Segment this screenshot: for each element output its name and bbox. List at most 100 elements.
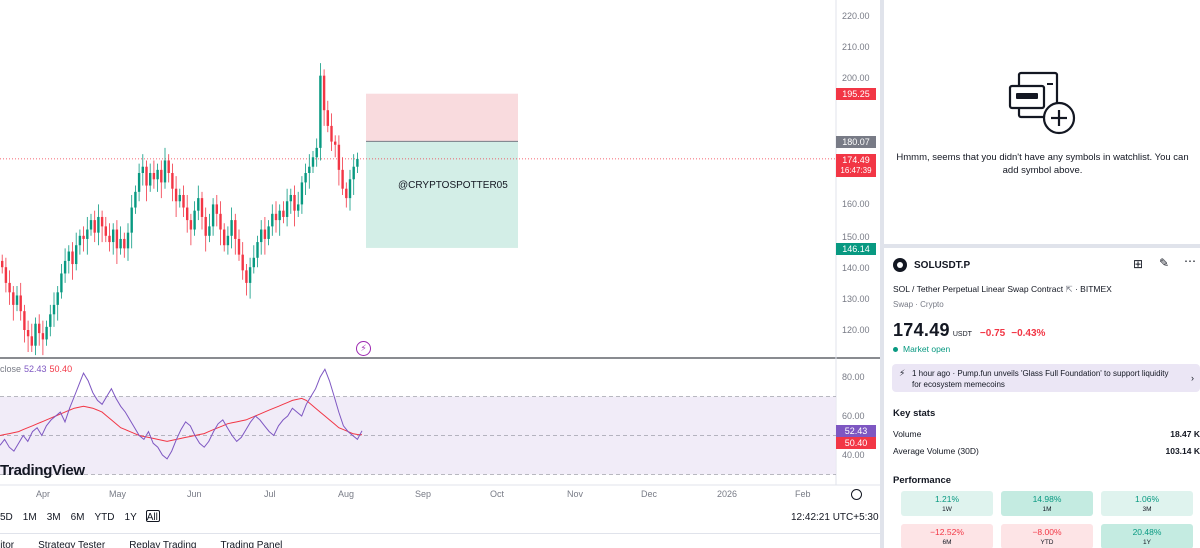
- candle-body: [34, 323, 37, 346]
- candle-body: [49, 314, 52, 327]
- candle-body: [226, 235, 230, 246]
- chart-area[interactable]: 220.00 210.00 200.00 160.00 140.00 130.0…: [0, 0, 880, 548]
- perf-value: 14.98%: [1032, 494, 1062, 504]
- perf-cell-1w[interactable]: 1.21% 1W: [901, 491, 993, 516]
- candle-body: [123, 238, 126, 249]
- perf-value: 20.48%: [1132, 527, 1162, 537]
- price-chart[interactable]: [0, 0, 880, 548]
- range-1y[interactable]: 1Y: [124, 512, 137, 523]
- indicator-label: close: [0, 364, 22, 374]
- lightning-icon[interactable]: ⚡: [356, 341, 371, 356]
- range-selector[interactable]: 5D 1M 3M 6M YTD 1Y All: [0, 512, 168, 526]
- range-1m[interactable]: 1M: [22, 512, 37, 523]
- candle-body: [19, 295, 22, 312]
- candle-body: [241, 254, 244, 271]
- perf-label: 6M: [942, 539, 952, 546]
- candle-body: [97, 216, 100, 233]
- perf-value: −8.00%: [1032, 527, 1062, 537]
- tab-strategy-tester[interactable]: Strategy Tester: [38, 540, 106, 548]
- perf-label: 1W: [942, 506, 952, 513]
- candle-body: [145, 166, 148, 186]
- y-axis-label: 140.00: [842, 263, 870, 273]
- range-5d[interactable]: 5D: [0, 512, 13, 523]
- candle-body: [108, 235, 111, 243]
- target-price-tag: 195.25: [836, 88, 876, 100]
- candle-body: [38, 323, 41, 334]
- candle-body: [78, 235, 82, 246]
- candle-body: [1, 260, 4, 268]
- symbol-name[interactable]: SOLUSDT.P: [914, 259, 971, 271]
- candle-body: [60, 273, 63, 293]
- candle-body: [252, 257, 255, 268]
- divider: [0, 533, 880, 534]
- y-axis-label: 150.00: [842, 232, 870, 242]
- external-link-icon[interactable]: ⇱: [1065, 284, 1073, 294]
- candle-body: [330, 125, 333, 142]
- rsi-ma-line: [0, 397, 363, 442]
- candle-body: [174, 188, 178, 202]
- symbol-description: SOL / Tether Perpetual Linear Swap Contr…: [893, 284, 1200, 295]
- candle-body: [219, 213, 222, 230]
- perf-label: 1M: [1042, 506, 1052, 513]
- candle-body: [86, 229, 89, 239]
- candle-body: [348, 179, 352, 199]
- news-text[interactable]: 1 hour ago · Pump.fun unveils 'Glass Ful…: [912, 369, 1169, 389]
- x-axis-label: 2026: [717, 489, 738, 499]
- candle-body: [149, 173, 152, 186]
- tab-trading-panel[interactable]: Trading Panel: [220, 540, 283, 548]
- range-ytd[interactable]: YTD: [94, 512, 115, 523]
- x-axis-label: Oct: [490, 489, 505, 499]
- indicator-legend: close 52.43 50.40: [0, 364, 72, 374]
- candle-body: [137, 173, 141, 192]
- perf-value: 1.06%: [1134, 494, 1160, 504]
- stat-row-volume: Volume 18.47 K: [893, 429, 1200, 439]
- lightning-icon: ⚡: [899, 368, 906, 378]
- candle-body: [263, 229, 267, 239]
- edit-icon[interactable]: ✎: [1159, 256, 1170, 270]
- perf-cell-3m[interactable]: 1.06% 3M: [1101, 491, 1193, 516]
- tradingview-logo: TradingView: [0, 462, 85, 479]
- candle-body: [322, 75, 326, 111]
- chevron-right-icon[interactable]: ›: [1191, 373, 1194, 383]
- candle-body: [260, 229, 263, 243]
- news-banner[interactable]: ⚡ 1 hour ago · Pump.fun unveils 'Glass F…: [892, 364, 1200, 392]
- candle-body: [104, 226, 107, 236]
- perf-cell-6m[interactable]: −12.52% 6M: [901, 524, 993, 548]
- candle-body: [211, 204, 215, 227]
- y-axis-label: 200.00: [842, 73, 870, 83]
- candle-body: [178, 194, 181, 202]
- candle-body: [274, 213, 278, 221]
- candle-body: [293, 194, 296, 211]
- tab-editor[interactable]: Editor: [0, 540, 15, 548]
- settings-gear-icon[interactable]: [851, 489, 862, 500]
- range-6m[interactable]: 6M: [70, 512, 85, 523]
- more-icon[interactable]: ⋯: [1184, 254, 1196, 268]
- perf-cell-1m[interactable]: 14.98% 1M: [1001, 491, 1093, 516]
- panel-divider-horizontal[interactable]: [884, 244, 1200, 248]
- candle-body: [245, 270, 248, 283]
- tab-replay-trading[interactable]: Replay Trading: [129, 540, 197, 548]
- candle-body: [341, 169, 344, 189]
- price-change-percent: −0.43%: [1011, 328, 1046, 339]
- candle-body: [197, 198, 200, 211]
- range-3m[interactable]: 3M: [46, 512, 61, 523]
- candle-body: [345, 188, 348, 199]
- candle-body: [8, 282, 11, 293]
- calendar-icon[interactable]: [146, 510, 160, 522]
- perf-cell-1y[interactable]: 20.48% 1Y: [1101, 524, 1193, 548]
- y-axis-label: 130.00: [842, 294, 870, 304]
- candle-body: [215, 204, 218, 214]
- clock-timezone[interactable]: 12:42:21 UTC+5:30: [791, 512, 879, 523]
- panel-divider[interactable]: [880, 0, 884, 548]
- grid-icon[interactable]: ⊞: [1133, 257, 1144, 271]
- target-zone: [366, 93, 518, 142]
- range-all[interactable]: All: [146, 512, 158, 523]
- candle-body: [237, 238, 241, 255]
- indicator-axis-label: 40.00: [842, 450, 865, 460]
- y-axis-label: 220.00: [842, 11, 870, 21]
- candle-body: [204, 216, 207, 236]
- key-stats-title: Key stats: [893, 408, 936, 419]
- bottom-tabs[interactable]: Editor Strategy Tester Replay Trading Tr…: [0, 540, 306, 548]
- perf-cell-ytd[interactable]: −8.00% YTD: [1001, 524, 1093, 548]
- x-axis-label: Aug: [338, 489, 355, 499]
